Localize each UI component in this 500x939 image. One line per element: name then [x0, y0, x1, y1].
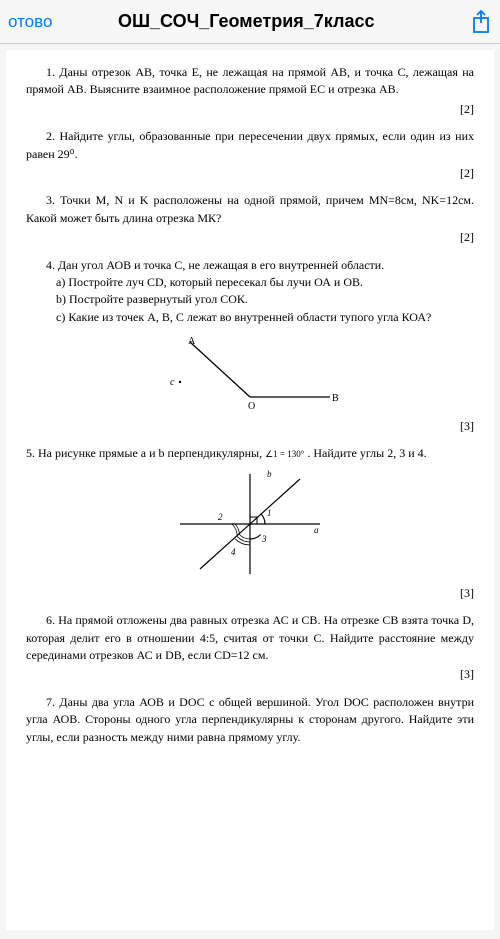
problem-text: 1. Даны отрезок АВ, точка Е, не лежащая … [26, 64, 474, 99]
problem-text: 7. Даны два угла АОВ и DОС с общей верши… [26, 694, 474, 746]
label-4: 4 [231, 547, 236, 557]
label-1: 1 [267, 508, 272, 518]
score-badge: [3] [26, 666, 474, 683]
label-c: c [170, 377, 175, 388]
document-page: 1. Даны отрезок АВ, точка Е, не лежащая … [6, 50, 494, 930]
problem-text: 2. Найдите углы, образованные при пересе… [26, 128, 474, 163]
angle-value: ∠1 = 130° [265, 449, 304, 459]
problem-text: 4. Дан угол АОВ и точка С, не лежащая в … [26, 257, 474, 274]
document-title: ОШ_СОЧ_Геометрия_7класс [22, 11, 470, 32]
problem-3: 3. Точки М, N и K расположены на одной п… [26, 192, 474, 246]
problem-4: 4. Дан угол АОВ и точка С, не лежащая в … [26, 257, 474, 436]
problem-sub-c: с) Какие из точек А, В, С лежат во внутр… [26, 309, 474, 326]
label-b: B [332, 393, 339, 404]
problem-6: 6. На прямой отложены два равных отрезка… [26, 612, 474, 684]
score-badge: [3] [26, 418, 474, 435]
text-span: . Найдите углы 2, 3 и 4. [304, 446, 426, 460]
problem-5: 5. На рисунке прямые а и b перпендикуляр… [26, 445, 474, 602]
problem-2: 2. Найдите углы, образованные при пересе… [26, 128, 474, 182]
problem-sub-a: a) Постройте луч СD, который пересекал б… [26, 274, 474, 291]
problem-7: 7. Даны два угла АОВ и DОС с общей верши… [26, 694, 474, 746]
figure-angle-aob: A O B c [150, 332, 350, 412]
label-3: 3 [261, 534, 267, 544]
top-bar: отово ОШ_СОЧ_Геометрия_7класс [0, 0, 500, 44]
label-o: O [248, 401, 255, 412]
problem-1: 1. Даны отрезок АВ, точка Е, не лежащая … [26, 64, 474, 118]
problem-text: 5. На рисунке прямые а и b перпендикуляр… [26, 445, 474, 462]
text-span: 5. На рисунке прямые а и b перпендикуляр… [26, 446, 265, 460]
problem-sub-b: b) Постройте развернутый угол СОК. [26, 291, 474, 308]
label-b: b [267, 469, 272, 479]
share-icon[interactable] [470, 3, 492, 41]
label-2: 2 [218, 512, 223, 522]
figure-perpendicular-lines: b a 1 2 3 4 [170, 469, 330, 579]
problem-text: 3. Точки М, N и K расположены на одной п… [26, 192, 474, 227]
problem-text: 6. На прямой отложены два равных отрезка… [26, 612, 474, 664]
label-a: a [314, 525, 319, 535]
score-badge: [2] [26, 101, 474, 118]
score-badge: [2] [26, 229, 474, 246]
score-badge: [3] [26, 585, 474, 602]
score-badge: [2] [26, 165, 474, 182]
label-a: A [188, 336, 196, 347]
